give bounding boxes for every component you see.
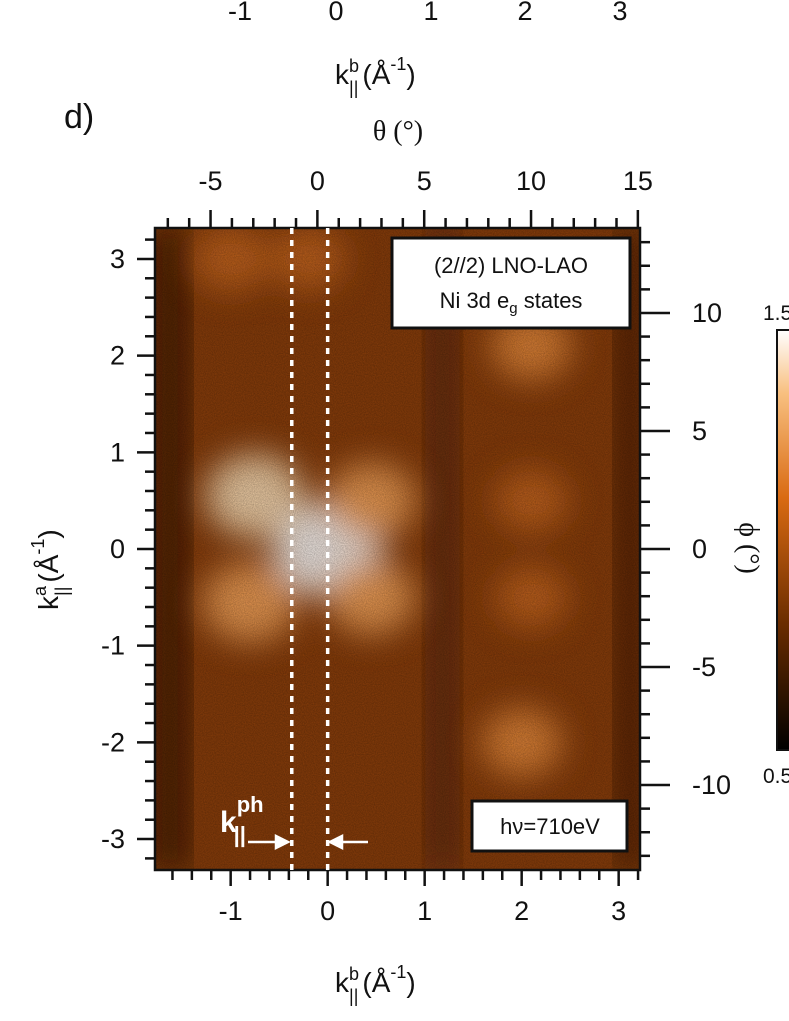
top-partial-tick: 0	[328, 0, 343, 26]
panel-label: d)	[64, 98, 94, 136]
y-left-tick-label: 1	[110, 437, 125, 467]
x-bottom-tick-label: -1	[219, 896, 243, 926]
y-left-tick-label: -1	[101, 631, 125, 661]
x-bottom-tick-label: 3	[611, 896, 626, 926]
colorbar: 1.5 0.5	[763, 302, 789, 788]
kph-left-arrow	[248, 833, 291, 851]
y-right-tick-label: 0	[692, 534, 707, 564]
x-bottom-axis-title: kb || (Å-1)	[335, 962, 416, 1006]
y-right-axis-title: ϕ (°)	[733, 522, 764, 574]
colorbar-min-label: 0.5	[763, 765, 789, 788]
photon-energy-label: hν=710eV	[500, 814, 600, 839]
y-left-tick-label: -3	[101, 824, 125, 854]
sample-label-line1: (2//2) LNO-LAO	[434, 253, 588, 278]
kph-annotation: kph ||	[220, 792, 368, 851]
y-right-tick-label: -10	[692, 770, 731, 800]
y-left-axis-title: ka ||(Å-1)	[28, 529, 72, 610]
y-left-tick-label: 0	[110, 534, 125, 564]
heatmap-noise	[155, 228, 640, 870]
photon-energy-box: hν=710eV	[470, 799, 629, 853]
axis-ticks	[137, 210, 670, 886]
colorbar-gradient	[776, 329, 789, 751]
top-partial-panel: -1 0 1 2 3 kb || (Å-1)	[228, 0, 628, 98]
y-right-tick-label: 5	[692, 416, 707, 446]
kph-label: kph ||	[220, 792, 264, 847]
y-left-tick-label: -2	[101, 727, 125, 757]
sample-label-box: (2//2) LNO-LAO Ni 3d eg states	[390, 236, 632, 330]
colorbar-max-label: 1.5	[763, 302, 789, 325]
x-top-tick-label: 5	[417, 166, 432, 196]
top-partial-axis-title: kb || (Å-1)	[335, 54, 416, 98]
y-left-tick-label: 2	[110, 341, 125, 371]
x-top-tick-label: -5	[199, 166, 223, 196]
x-top-tick-label: 0	[310, 166, 325, 196]
x-bottom-tick-label: 1	[417, 896, 432, 926]
top-partial-tick: 2	[517, 0, 532, 26]
y-right-tick-label: -5	[692, 652, 716, 682]
x-top-axis-title: θ (°)	[373, 116, 423, 147]
y-right-tick-label: 10	[692, 298, 722, 328]
sample-label-line2: Ni 3d eg states	[440, 288, 583, 317]
x-bottom-tick-label: 2	[514, 896, 529, 926]
top-partial-tick: -1	[228, 0, 252, 26]
x-bottom-tick-label: 0	[320, 896, 335, 926]
x-top-tick-label: 10	[516, 166, 546, 196]
top-partial-tick: 1	[423, 0, 438, 26]
y-left-tick-label: 3	[110, 244, 125, 274]
top-partial-tick: 3	[612, 0, 627, 26]
kph-right-arrow	[327, 833, 368, 851]
x-top-tick-label: 15	[623, 166, 653, 196]
